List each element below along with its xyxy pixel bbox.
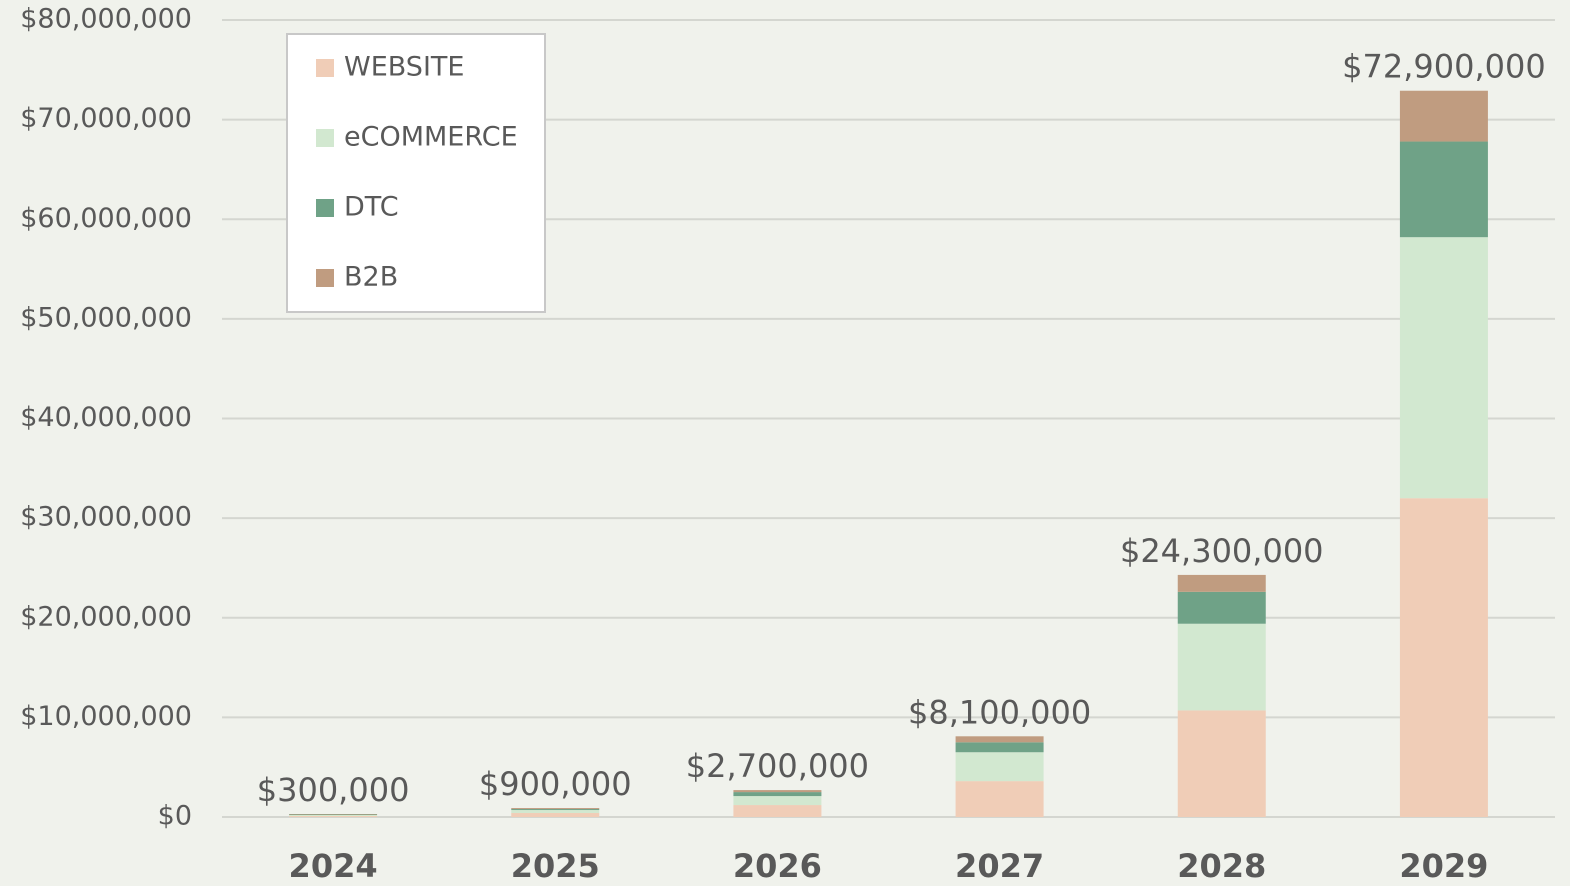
y-tick-label: $60,000,000 [20,203,192,234]
bar-segment [733,796,822,806]
y-tick-label: $10,000,000 [20,701,192,732]
y-tick-label: $40,000,000 [20,402,192,433]
legend-swatch [316,199,334,217]
x-tick-label: 2029 [1399,847,1488,885]
legend-label: B2B [344,262,398,293]
bar-segment [1177,574,1266,592]
legend-label: DTC [344,192,399,223]
bar-segment [733,792,822,797]
bar-segment [1399,141,1488,238]
legend-label: WEBSITE [344,52,464,83]
total-label: $8,100,000 [908,693,1091,731]
bar-segment [1177,710,1266,817]
bar-segment [1177,591,1266,624]
y-tick-label: $80,000,000 [20,4,192,35]
y-tick-label: $50,000,000 [20,302,192,333]
y-tick-label: $70,000,000 [20,103,192,134]
total-label: $72,900,000 [1342,48,1546,86]
total-label: $2,700,000 [686,747,869,785]
bar-segment [511,809,600,811]
bar-segment [1399,90,1488,142]
bar-segment [733,790,822,793]
bar-segment [511,813,600,817]
legend-box [286,33,546,313]
bar-segment [1399,498,1488,817]
bar-segment [955,742,1044,753]
y-tick-label: $30,000,000 [20,502,192,533]
bar-segment [955,752,1044,782]
bar-segment [1399,237,1488,499]
bar-segment [955,781,1044,817]
bar-segment [289,815,378,817]
bar-segment [733,805,822,817]
bar-segment [955,736,1044,743]
bar-segment [1177,623,1266,711]
x-tick-label: 2026 [733,847,822,885]
total-label: $300,000 [257,771,410,809]
y-tick-label: $20,000,000 [20,601,192,632]
y-tick-label: $0 [158,801,192,832]
x-tick-label: 2024 [289,847,378,885]
bar-segment [511,808,600,810]
x-tick-label: 2027 [955,847,1044,885]
total-label: $24,300,000 [1120,532,1324,570]
legend-swatch [316,129,334,147]
legend-swatch [316,59,334,77]
x-tick-label: 2028 [1177,847,1266,885]
legend-label: eCOMMERCE [344,122,518,153]
total-label: $900,000 [479,765,632,803]
legend-swatch [316,269,334,287]
bar-segment [511,810,600,814]
legend: WEBSITE eCOMMERCE DTC B2B [286,33,546,313]
bar-segment [289,816,378,817]
x-tick-label: 2025 [511,847,600,885]
